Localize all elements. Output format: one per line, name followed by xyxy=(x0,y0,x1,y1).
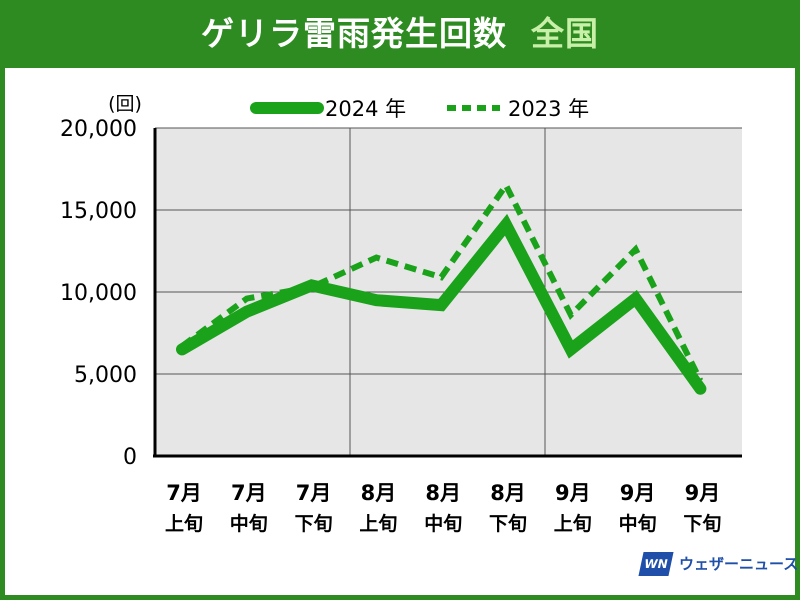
y-tick-label: 10,000 xyxy=(60,281,137,306)
x-tick-label-month: 9月 xyxy=(685,481,721,505)
chart-title: ゲリラ雷雨発生回数 全国 xyxy=(0,0,800,68)
x-tick-label-month: 7月 xyxy=(296,481,332,505)
x-tick-label-month: 8月 xyxy=(361,481,397,505)
x-tick-label-period: 下旬 xyxy=(295,512,333,535)
x-tick-label-month: 8月 xyxy=(425,481,461,505)
x-tick-label-period: 上旬 xyxy=(554,512,592,535)
weathernews-logo-mark: WN xyxy=(638,552,674,576)
legend-label-2024: 2024 年 xyxy=(325,97,406,121)
x-tick-label-period: 上旬 xyxy=(165,512,203,535)
title-region: 全国 xyxy=(531,14,599,53)
y-axis-label: (回) xyxy=(108,93,142,115)
x-tick-label-period: 中旬 xyxy=(424,512,462,535)
y-tick-label: 5,000 xyxy=(74,363,137,388)
x-tick-label-month: 7月 xyxy=(166,481,202,505)
weathernews-logo: WN ウェザーニュース xyxy=(638,550,798,580)
x-tick-label-period: 上旬 xyxy=(359,512,397,535)
x-tick-label-month: 8月 xyxy=(490,481,526,505)
x-tick-label-month: 9月 xyxy=(620,481,656,505)
x-tick-label-period: 中旬 xyxy=(619,512,657,535)
title-bar: ゲリラ雷雨発生回数 全国 xyxy=(0,0,800,68)
x-tick-label-month: 9月 xyxy=(555,481,591,505)
x-tick-label-period: 中旬 xyxy=(230,512,268,535)
title-main: ゲリラ雷雨発生回数 xyxy=(201,14,507,53)
legend-label-2023: 2023 年 xyxy=(508,97,589,121)
series-line-2024 xyxy=(176,213,707,395)
x-tick-label-period: 下旬 xyxy=(489,512,527,535)
y-tick-label: 0 xyxy=(123,445,137,470)
y-tick-label: 20,000 xyxy=(60,117,137,142)
weathernews-logo-text: ウェザーニュース xyxy=(679,555,799,573)
series-line-2023 xyxy=(180,179,704,382)
y-tick-label: 15,000 xyxy=(60,199,137,224)
x-tick-label-period: 下旬 xyxy=(683,512,721,535)
x-tick-label-month: 7月 xyxy=(231,481,267,505)
